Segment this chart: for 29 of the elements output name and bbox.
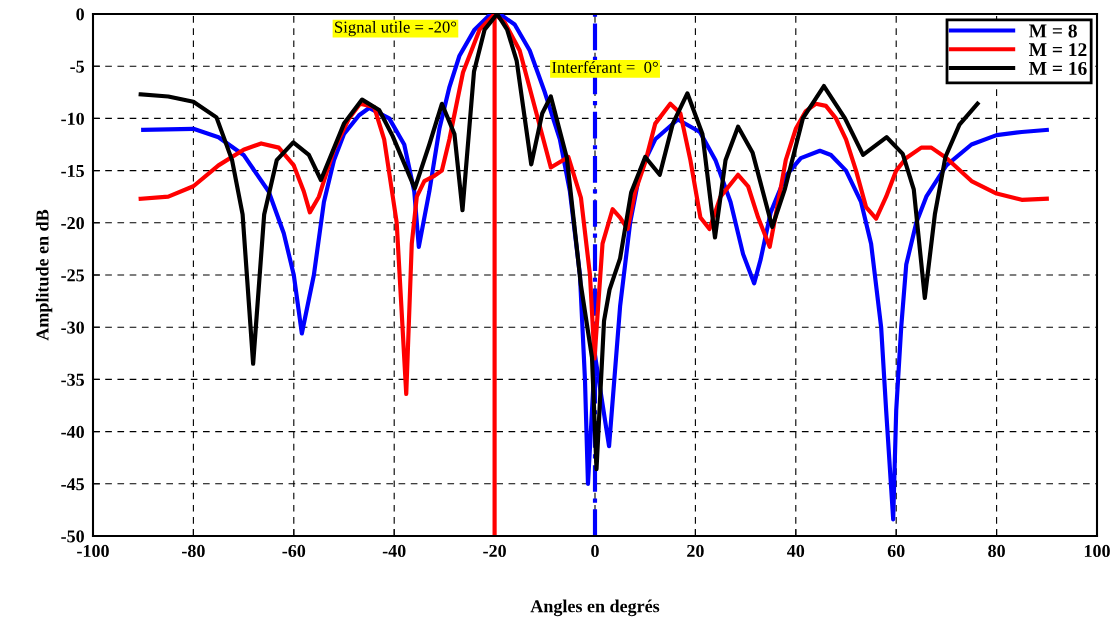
y-tick-label: -45 — [61, 478, 85, 491]
x-tick-label: 60 — [887, 544, 905, 558]
ref-line-label: Interférant = 0° — [552, 61, 658, 73]
x-tick-label: 100 — [1084, 544, 1110, 558]
x-tick-label: -100 — [77, 544, 109, 558]
legend-label: M = 16 — [1029, 61, 1087, 75]
y-tick-label: -20 — [61, 217, 84, 230]
legend-label: M = 12 — [1029, 43, 1087, 57]
x-tick-label: -20 — [483, 544, 506, 558]
x-tick-label: 80 — [988, 544, 1005, 558]
legend-label: M = 8 — [1029, 24, 1077, 38]
y-tick-label: -25 — [61, 269, 85, 282]
y-tick-label: -40 — [61, 425, 84, 439]
y-tick-label: -35 — [61, 373, 85, 386]
y-tick-label: -50 — [61, 530, 84, 543]
y-tick-label: -5 — [70, 60, 85, 73]
x-tick-label: 0 — [591, 544, 599, 558]
x-tick-label: -80 — [182, 544, 205, 558]
ref-line-label: Signal utile = -20° — [335, 21, 457, 37]
x-tick-label: 40 — [787, 544, 805, 558]
y-tick-label: 0 — [76, 8, 84, 21]
y-tick-label: -15 — [61, 164, 85, 178]
x-tick-label: 20 — [687, 544, 704, 558]
x-tick-label: -40 — [382, 544, 406, 558]
y-tick-label: -30 — [61, 321, 84, 334]
y-tick-label: -10 — [61, 112, 84, 125]
x-tick-label: -60 — [282, 544, 306, 558]
y-axis-title: Amplitude en dB — [35, 209, 53, 341]
x-axis-title: Angles en degrés — [530, 599, 660, 617]
